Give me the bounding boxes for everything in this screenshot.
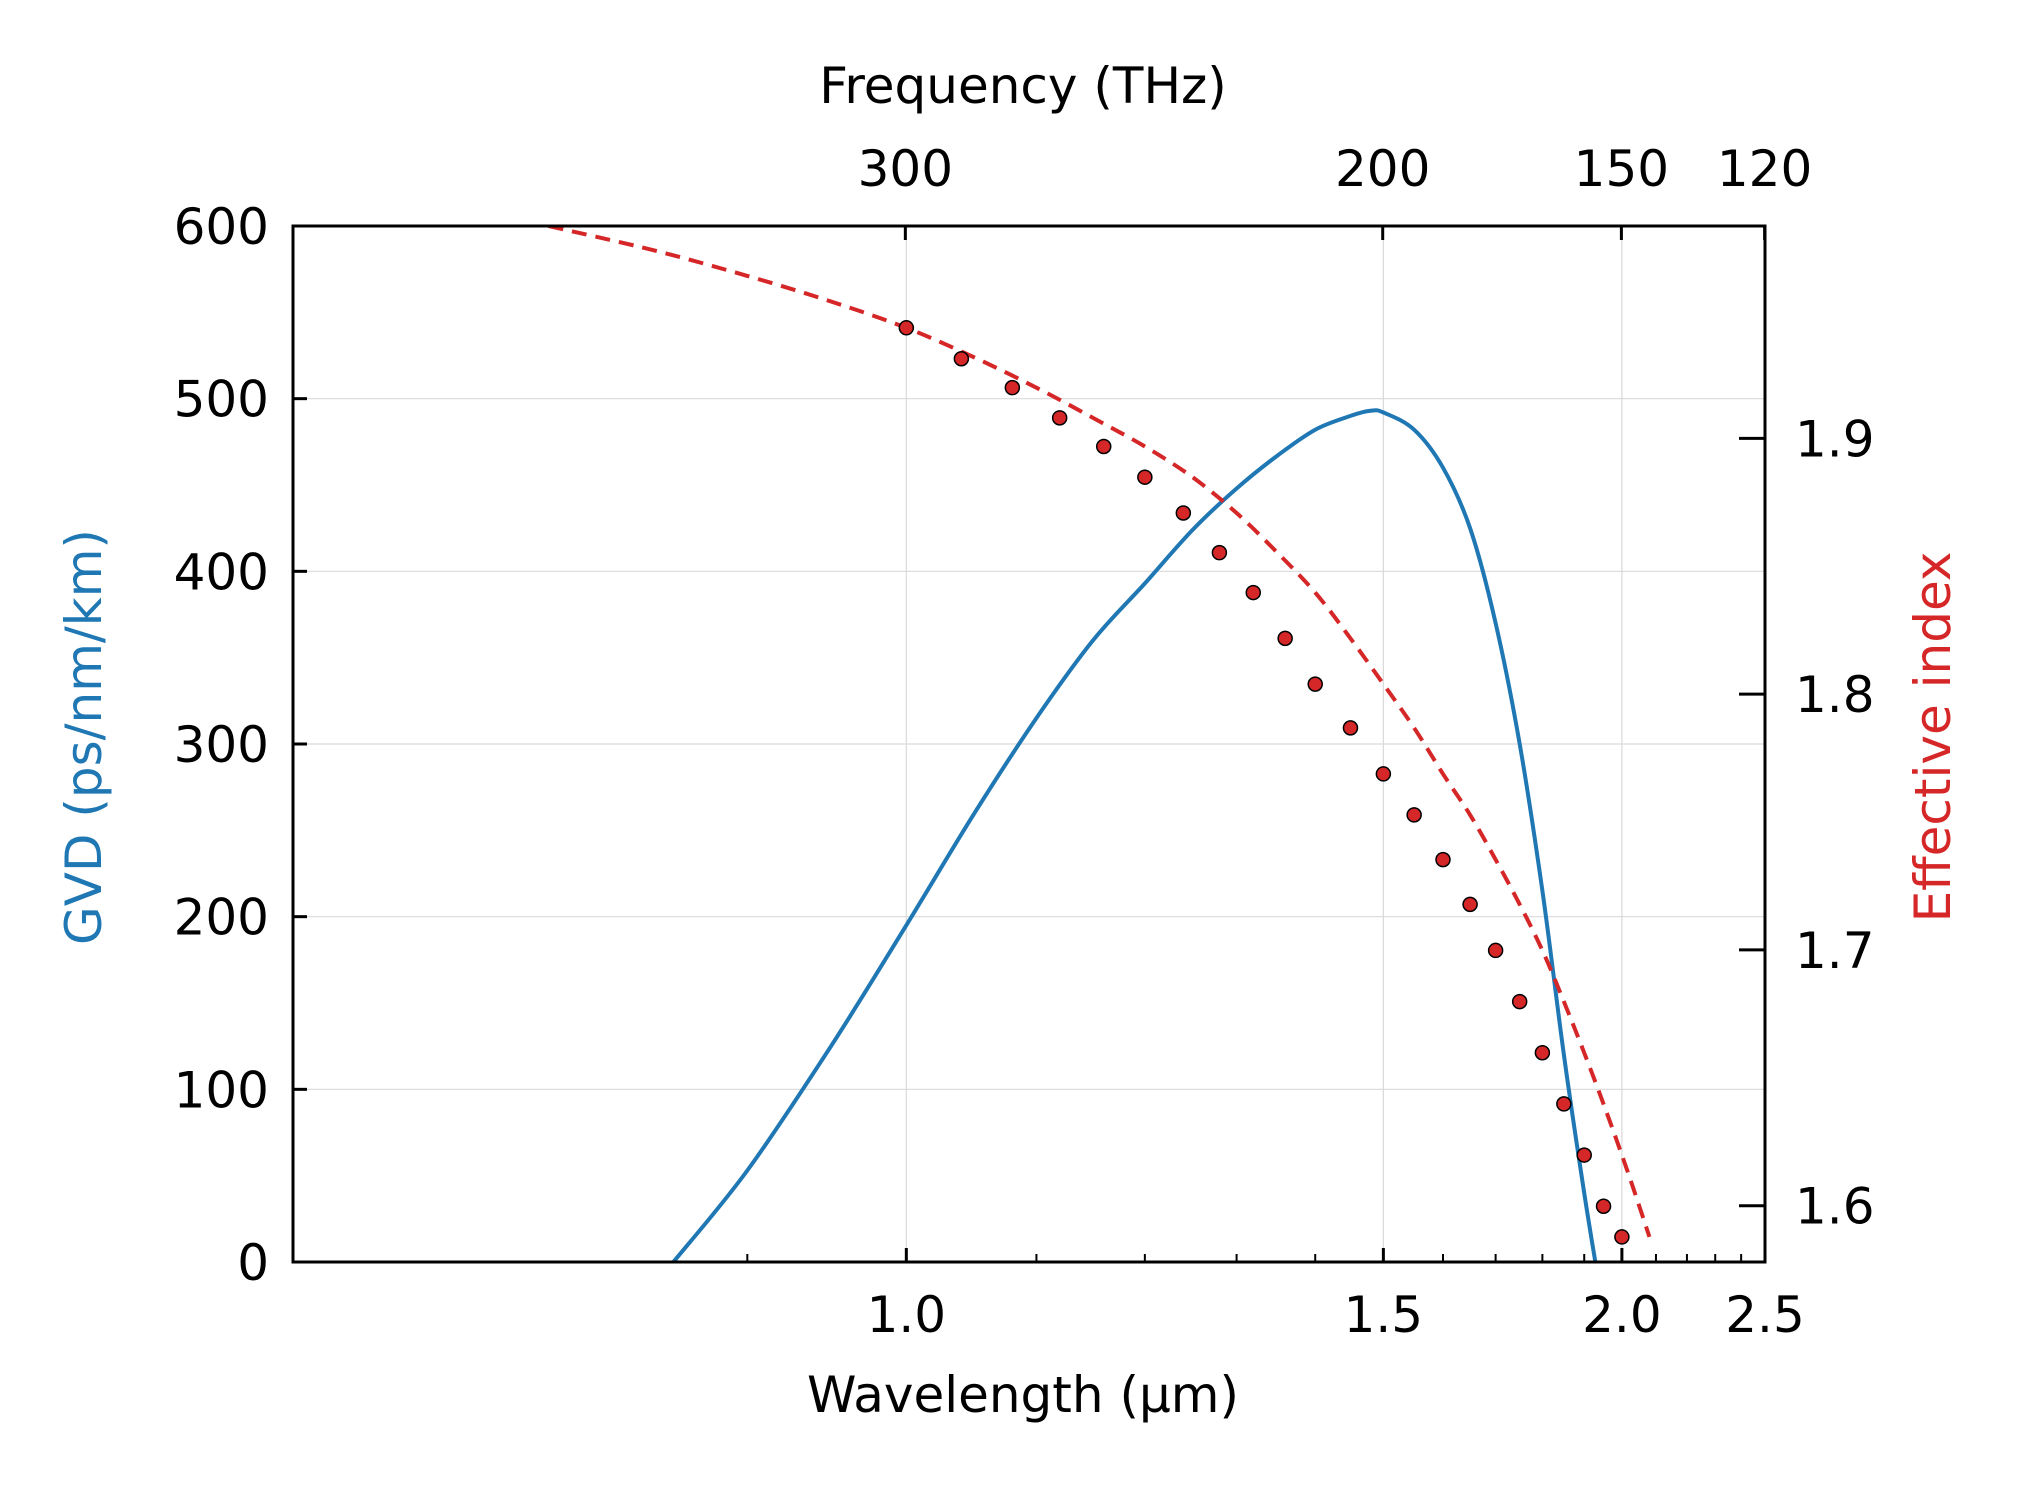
right-y-axis-label: Effective index bbox=[1904, 552, 1962, 923]
effective-index-fit-line bbox=[548, 226, 1652, 1238]
x-tick-label: 1.5 bbox=[1344, 1286, 1424, 1344]
effective-index-point bbox=[1342, 720, 1359, 736]
left-y-tick-label: 0 bbox=[237, 1234, 269, 1292]
left-y-tick-label: 200 bbox=[174, 889, 269, 947]
right-y-tick-label: 1.8 bbox=[1795, 666, 1875, 724]
effective-index-point bbox=[1004, 379, 1021, 396]
left-y-tick-label: 300 bbox=[174, 716, 269, 774]
effective-index-point bbox=[1487, 942, 1504, 959]
effective-index-point bbox=[1534, 1045, 1551, 1061]
effective-index-point bbox=[1406, 807, 1422, 823]
effective-index-point bbox=[1462, 896, 1478, 913]
left-y-axis-label: GVD (ps/nm/km) bbox=[55, 529, 113, 945]
effective-index-point bbox=[1137, 469, 1153, 485]
top-x-axis-label: Frequency (THz) bbox=[819, 57, 1227, 115]
effective-index-point bbox=[1095, 438, 1112, 455]
data-layer bbox=[548, 226, 1652, 1262]
left-y-tick-label: 100 bbox=[174, 1061, 269, 1119]
right-y-tick-label: 1.7 bbox=[1795, 922, 1875, 980]
effective-index-point bbox=[1556, 1096, 1572, 1112]
right-y-tick-label: 1.6 bbox=[1795, 1178, 1875, 1236]
top-x-tick-label: 120 bbox=[1717, 140, 1812, 198]
effective-index-point bbox=[953, 351, 970, 367]
effective-index-point bbox=[1245, 584, 1262, 601]
x-axis-label: Wavelength (μm) bbox=[807, 1366, 1239, 1424]
left-y-tick-label: 400 bbox=[174, 543, 269, 601]
axis-layer: 1.0 1.5 2.0 2.5 300 200 150 120 0 100 200 300 400 500… bbox=[174, 140, 1875, 1344]
effective-index-point bbox=[1051, 410, 1068, 426]
x-tick-label: 2.0 bbox=[1582, 1286, 1662, 1344]
effective-index-point bbox=[1277, 630, 1293, 647]
effective-index-point bbox=[1511, 993, 1528, 1010]
effective-index-point bbox=[1576, 1147, 1592, 1163]
effective-index-point bbox=[898, 320, 915, 336]
effective-index-point bbox=[1375, 766, 1392, 782]
effective-index-point bbox=[1595, 1198, 1612, 1214]
effective-index-point bbox=[1307, 676, 1323, 692]
left-y-tick-label: 600 bbox=[174, 198, 269, 256]
gvd-line bbox=[671, 408, 1598, 1262]
x-tick-label: 1.0 bbox=[867, 1286, 947, 1344]
effective-index-point bbox=[1175, 505, 1192, 521]
effective-index-point bbox=[1614, 1229, 1630, 1245]
top-x-tick-label: 150 bbox=[1574, 140, 1669, 198]
top-x-tick-label: 200 bbox=[1335, 140, 1430, 198]
left-y-tick-label: 500 bbox=[174, 371, 269, 429]
right-y-tick-label: 1.9 bbox=[1795, 410, 1875, 468]
effective-index-point bbox=[1211, 544, 1228, 561]
top-x-tick-label: 300 bbox=[858, 140, 953, 198]
effective-index-point bbox=[1435, 851, 1451, 868]
x-tick-label: 2.5 bbox=[1725, 1286, 1805, 1344]
grid-layer bbox=[293, 226, 1766, 1262]
